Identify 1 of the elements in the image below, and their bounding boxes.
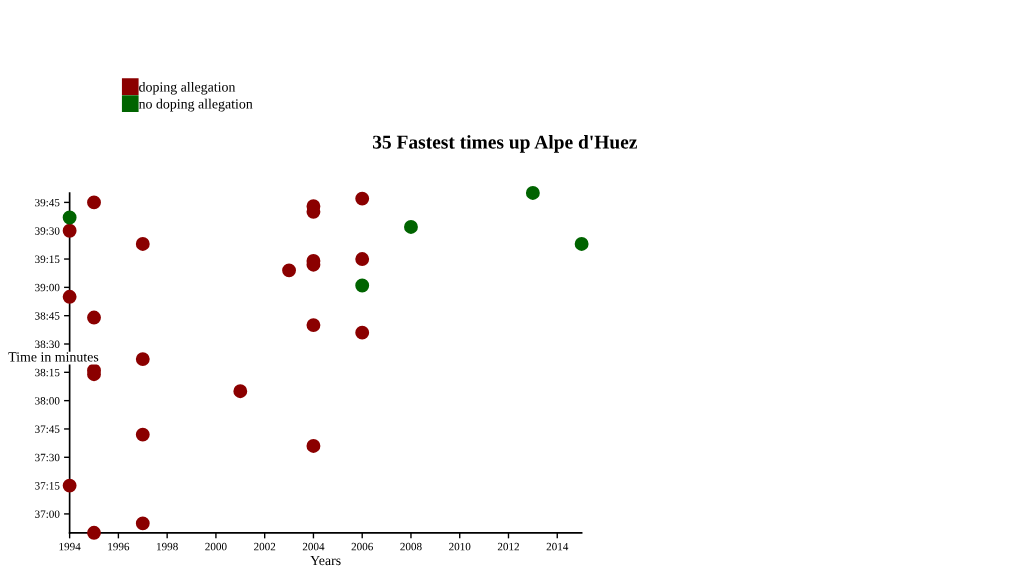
chart-title: 35 Fastest times up Alpe d'Huez	[372, 135, 638, 153]
